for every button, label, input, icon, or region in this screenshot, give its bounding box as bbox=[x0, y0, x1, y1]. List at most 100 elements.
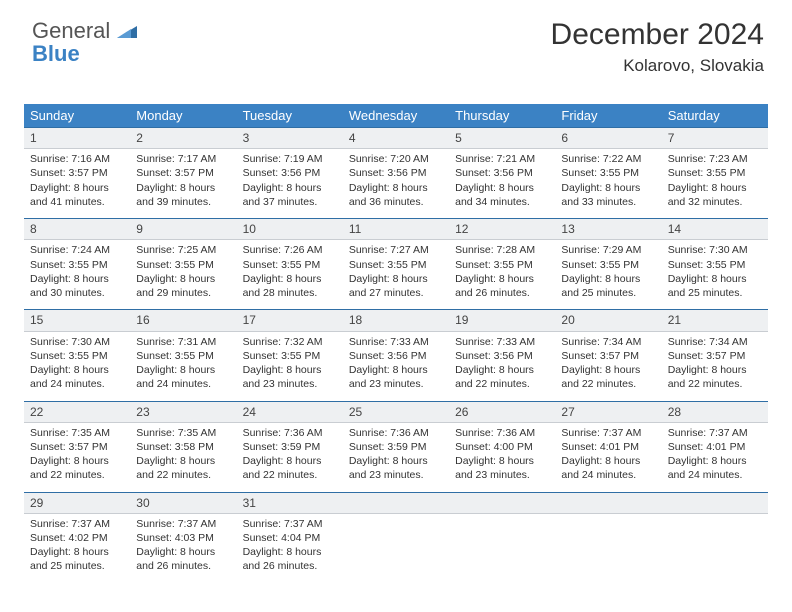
day-number-cell: 22 bbox=[24, 401, 130, 422]
day-number-cell: 27 bbox=[555, 401, 661, 422]
day-content-cell: Sunrise: 7:24 AMSunset: 3:55 PMDaylight:… bbox=[24, 240, 130, 310]
day-day1: Daylight: 8 hours bbox=[349, 363, 443, 377]
day-sunset: Sunset: 3:57 PM bbox=[668, 349, 762, 363]
location-label: Kolarovo, Slovakia bbox=[551, 56, 764, 76]
day-sunrise: Sunrise: 7:32 AM bbox=[243, 335, 337, 349]
day-sunset: Sunset: 4:01 PM bbox=[561, 440, 655, 454]
day-content-cell: Sunrise: 7:20 AMSunset: 3:56 PMDaylight:… bbox=[343, 149, 449, 219]
day-sunrise: Sunrise: 7:35 AM bbox=[136, 426, 230, 440]
day-sunrise: Sunrise: 7:36 AM bbox=[349, 426, 443, 440]
page-title: December 2024 bbox=[551, 18, 764, 52]
day-number-cell: 15 bbox=[24, 310, 130, 331]
day-content-row: Sunrise: 7:16 AMSunset: 3:57 PMDaylight:… bbox=[24, 149, 768, 219]
day-day2: and 27 minutes. bbox=[349, 286, 443, 300]
day-sunset: Sunset: 4:01 PM bbox=[668, 440, 762, 454]
day-sunrise: Sunrise: 7:28 AM bbox=[455, 243, 549, 257]
day-day2: and 24 minutes. bbox=[668, 468, 762, 482]
day-number-cell: 6 bbox=[555, 128, 661, 149]
weekday-header-row: Sunday Monday Tuesday Wednesday Thursday… bbox=[24, 104, 768, 128]
day-number-cell: 25 bbox=[343, 401, 449, 422]
day-sunrise: Sunrise: 7:30 AM bbox=[668, 243, 762, 257]
day-number-cell: 3 bbox=[237, 128, 343, 149]
day-sunset: Sunset: 3:58 PM bbox=[136, 440, 230, 454]
day-day1: Daylight: 8 hours bbox=[349, 454, 443, 468]
day-sunrise: Sunrise: 7:34 AM bbox=[561, 335, 655, 349]
day-number-cell: 5 bbox=[449, 128, 555, 149]
day-content-cell: Sunrise: 7:30 AMSunset: 3:55 PMDaylight:… bbox=[24, 331, 130, 401]
day-sunrise: Sunrise: 7:27 AM bbox=[349, 243, 443, 257]
day-sunrise: Sunrise: 7:33 AM bbox=[349, 335, 443, 349]
day-day1: Daylight: 8 hours bbox=[136, 454, 230, 468]
day-sunset: Sunset: 3:57 PM bbox=[30, 166, 124, 180]
day-sunrise: Sunrise: 7:23 AM bbox=[668, 152, 762, 166]
day-number-cell: 7 bbox=[662, 128, 768, 149]
day-sunset: Sunset: 3:55 PM bbox=[455, 258, 549, 272]
day-day1: Daylight: 8 hours bbox=[455, 181, 549, 195]
day-sunset: Sunset: 3:57 PM bbox=[136, 166, 230, 180]
day-day2: and 24 minutes. bbox=[30, 377, 124, 391]
brand-logo: General Blue bbox=[32, 20, 137, 66]
day-sunrise: Sunrise: 7:22 AM bbox=[561, 152, 655, 166]
day-content-cell: Sunrise: 7:31 AMSunset: 3:55 PMDaylight:… bbox=[130, 331, 236, 401]
day-content-cell: Sunrise: 7:27 AMSunset: 3:55 PMDaylight:… bbox=[343, 240, 449, 310]
day-content-cell: Sunrise: 7:37 AMSunset: 4:01 PMDaylight:… bbox=[555, 422, 661, 492]
day-content-cell: Sunrise: 7:16 AMSunset: 3:57 PMDaylight:… bbox=[24, 149, 130, 219]
day-content-cell: Sunrise: 7:30 AMSunset: 3:55 PMDaylight:… bbox=[662, 240, 768, 310]
day-sunset: Sunset: 4:04 PM bbox=[243, 531, 337, 545]
weekday-header: Sunday bbox=[24, 104, 130, 128]
day-day2: and 25 minutes. bbox=[561, 286, 655, 300]
day-number-cell: 8 bbox=[24, 219, 130, 240]
day-content-cell: Sunrise: 7:37 AMSunset: 4:01 PMDaylight:… bbox=[662, 422, 768, 492]
day-content-cell: Sunrise: 7:35 AMSunset: 3:58 PMDaylight:… bbox=[130, 422, 236, 492]
day-day1: Daylight: 8 hours bbox=[243, 545, 337, 559]
day-day2: and 22 minutes. bbox=[561, 377, 655, 391]
day-day1: Daylight: 8 hours bbox=[30, 272, 124, 286]
day-sunrise: Sunrise: 7:26 AM bbox=[243, 243, 337, 257]
day-sunrise: Sunrise: 7:21 AM bbox=[455, 152, 549, 166]
day-content-cell: Sunrise: 7:34 AMSunset: 3:57 PMDaylight:… bbox=[662, 331, 768, 401]
day-day2: and 23 minutes. bbox=[349, 377, 443, 391]
brand-text: General Blue bbox=[32, 20, 137, 66]
day-content-cell: Sunrise: 7:36 AMSunset: 3:59 PMDaylight:… bbox=[343, 422, 449, 492]
day-number-cell: 19 bbox=[449, 310, 555, 331]
day-day1: Daylight: 8 hours bbox=[136, 363, 230, 377]
day-day1: Daylight: 8 hours bbox=[136, 181, 230, 195]
day-day2: and 23 minutes. bbox=[455, 468, 549, 482]
day-content-cell: Sunrise: 7:26 AMSunset: 3:55 PMDaylight:… bbox=[237, 240, 343, 310]
day-content-cell: Sunrise: 7:33 AMSunset: 3:56 PMDaylight:… bbox=[343, 331, 449, 401]
day-sunset: Sunset: 3:55 PM bbox=[668, 166, 762, 180]
day-sunrise: Sunrise: 7:20 AM bbox=[349, 152, 443, 166]
day-day1: Daylight: 8 hours bbox=[349, 181, 443, 195]
weekday-header: Thursday bbox=[449, 104, 555, 128]
day-day2: and 37 minutes. bbox=[243, 195, 337, 209]
day-day2: and 22 minutes. bbox=[455, 377, 549, 391]
day-number-cell: 13 bbox=[555, 219, 661, 240]
day-day2: and 22 minutes. bbox=[668, 377, 762, 391]
day-content-row: Sunrise: 7:37 AMSunset: 4:02 PMDaylight:… bbox=[24, 513, 768, 583]
weekday-header: Monday bbox=[130, 104, 236, 128]
day-content-cell: Sunrise: 7:29 AMSunset: 3:55 PMDaylight:… bbox=[555, 240, 661, 310]
day-number-cell bbox=[449, 492, 555, 513]
calendar-page: General Blue December 2024 Kolarovo, Slo… bbox=[0, 0, 792, 612]
day-day2: and 23 minutes. bbox=[243, 377, 337, 391]
day-sunrise: Sunrise: 7:25 AM bbox=[136, 243, 230, 257]
day-day2: and 26 minutes. bbox=[455, 286, 549, 300]
day-day1: Daylight: 8 hours bbox=[243, 363, 337, 377]
day-sunset: Sunset: 3:55 PM bbox=[136, 349, 230, 363]
day-day2: and 32 minutes. bbox=[668, 195, 762, 209]
day-content-row: Sunrise: 7:30 AMSunset: 3:55 PMDaylight:… bbox=[24, 331, 768, 401]
day-sunrise: Sunrise: 7:37 AM bbox=[243, 517, 337, 531]
day-sunrise: Sunrise: 7:37 AM bbox=[30, 517, 124, 531]
day-sunset: Sunset: 3:55 PM bbox=[349, 258, 443, 272]
day-day1: Daylight: 8 hours bbox=[561, 181, 655, 195]
day-content-row: Sunrise: 7:35 AMSunset: 3:57 PMDaylight:… bbox=[24, 422, 768, 492]
day-number-cell: 23 bbox=[130, 401, 236, 422]
day-content-cell: Sunrise: 7:37 AMSunset: 4:04 PMDaylight:… bbox=[237, 513, 343, 583]
day-sunset: Sunset: 3:55 PM bbox=[668, 258, 762, 272]
day-number-cell: 28 bbox=[662, 401, 768, 422]
day-sunset: Sunset: 4:03 PM bbox=[136, 531, 230, 545]
day-sunset: Sunset: 3:56 PM bbox=[349, 349, 443, 363]
day-number-cell: 26 bbox=[449, 401, 555, 422]
day-day1: Daylight: 8 hours bbox=[136, 272, 230, 286]
day-number-row: 293031 bbox=[24, 492, 768, 513]
